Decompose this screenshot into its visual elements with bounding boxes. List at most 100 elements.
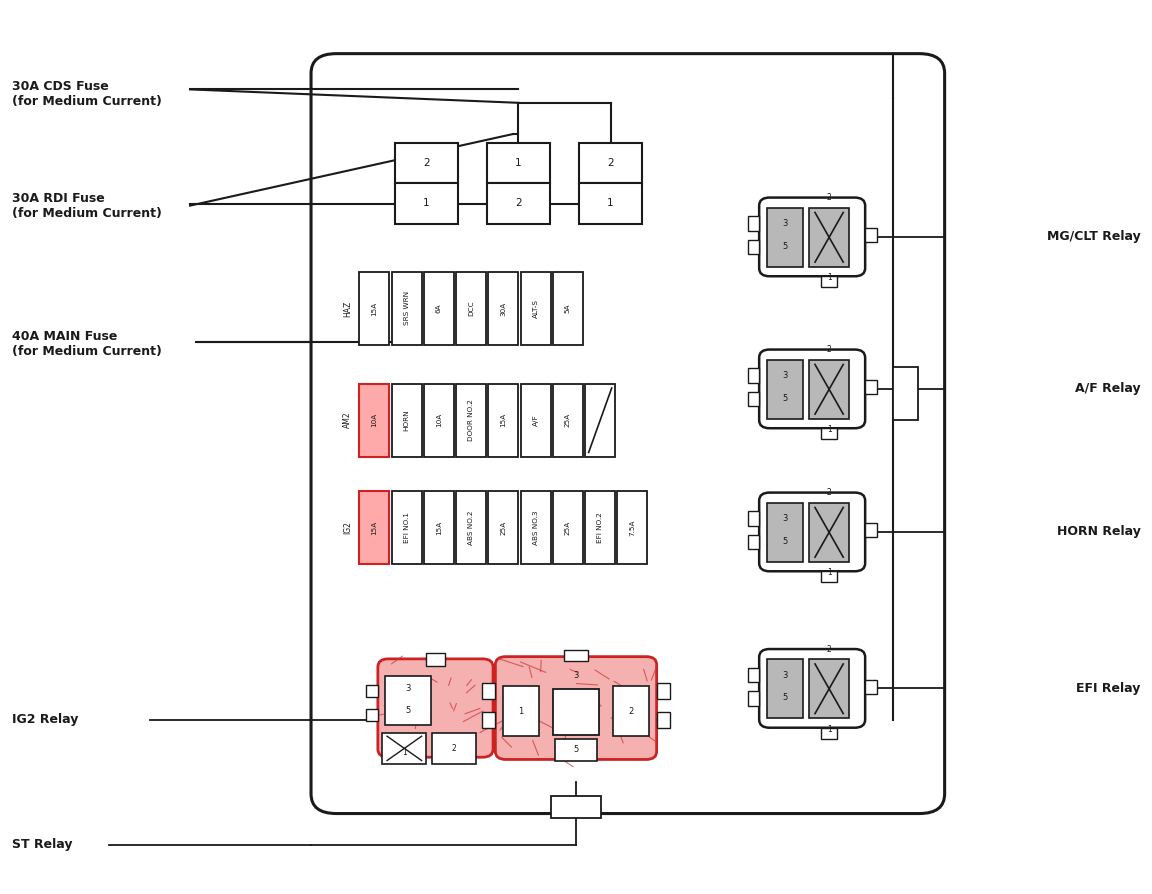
Text: 3: 3 xyxy=(782,371,787,380)
Bar xyxy=(553,491,583,564)
Text: ST Relay: ST Relay xyxy=(12,839,73,851)
Bar xyxy=(366,685,378,697)
Text: 2: 2 xyxy=(827,645,832,654)
Text: 3: 3 xyxy=(782,670,787,679)
Text: 3: 3 xyxy=(574,670,578,679)
Bar xyxy=(553,384,583,457)
Bar xyxy=(748,691,759,705)
FancyBboxPatch shape xyxy=(378,659,493,757)
Text: A/F Relay: A/F Relay xyxy=(1075,383,1140,395)
Text: 1: 1 xyxy=(518,706,524,715)
Bar xyxy=(809,359,849,418)
Bar xyxy=(613,687,649,736)
Bar xyxy=(579,143,643,183)
FancyBboxPatch shape xyxy=(759,350,865,428)
Text: DOOR NO.2: DOOR NO.2 xyxy=(468,400,475,441)
Bar xyxy=(424,384,454,457)
Bar xyxy=(821,276,838,287)
Bar xyxy=(456,272,486,345)
Text: 3: 3 xyxy=(406,685,410,694)
Bar xyxy=(486,143,550,183)
Bar xyxy=(503,687,539,736)
Bar xyxy=(657,683,670,699)
Bar xyxy=(394,143,457,183)
Text: 3: 3 xyxy=(782,219,787,228)
Text: DCC: DCC xyxy=(468,300,475,316)
Bar xyxy=(748,511,759,526)
Text: 1: 1 xyxy=(827,274,832,283)
Bar xyxy=(482,683,495,699)
Bar xyxy=(821,428,838,439)
Bar xyxy=(392,384,422,457)
Bar xyxy=(432,733,476,764)
Text: 2: 2 xyxy=(515,198,522,208)
Bar xyxy=(366,709,378,721)
Text: 5: 5 xyxy=(782,537,787,546)
Bar xyxy=(521,384,551,457)
Text: 5: 5 xyxy=(782,394,787,403)
Text: 15A: 15A xyxy=(371,520,378,535)
Text: IG2: IG2 xyxy=(343,521,353,534)
Text: 2: 2 xyxy=(827,488,832,497)
Bar xyxy=(821,728,838,738)
Bar xyxy=(585,384,615,457)
Text: 1: 1 xyxy=(827,725,832,734)
Bar xyxy=(865,523,877,537)
Bar xyxy=(551,796,601,818)
Bar xyxy=(748,240,759,254)
Text: HORN Relay: HORN Relay xyxy=(1056,526,1140,538)
Bar xyxy=(865,228,877,242)
Bar xyxy=(748,368,759,383)
Bar xyxy=(766,359,803,418)
Text: 5: 5 xyxy=(574,746,578,755)
Text: 1: 1 xyxy=(827,569,832,578)
Text: AM2: AM2 xyxy=(343,412,353,428)
Bar xyxy=(359,272,389,345)
Bar xyxy=(486,183,550,224)
FancyBboxPatch shape xyxy=(759,198,865,276)
Bar xyxy=(553,272,583,345)
Bar xyxy=(579,183,643,224)
Text: 30A RDI Fuse
(for Medium Current): 30A RDI Fuse (for Medium Current) xyxy=(12,191,161,220)
Bar xyxy=(482,712,495,728)
Text: 2: 2 xyxy=(423,158,430,168)
FancyBboxPatch shape xyxy=(759,649,865,728)
FancyBboxPatch shape xyxy=(311,54,945,814)
Text: 15A: 15A xyxy=(435,520,442,535)
Text: 3: 3 xyxy=(782,514,787,523)
Bar xyxy=(748,535,759,549)
Text: 15A: 15A xyxy=(500,413,507,427)
Bar xyxy=(426,653,445,666)
Text: EFI NO.2: EFI NO.2 xyxy=(597,512,604,543)
Bar xyxy=(424,272,454,345)
Text: 2: 2 xyxy=(452,744,456,753)
Text: 30A CDS Fuse
(for Medium Current): 30A CDS Fuse (for Medium Current) xyxy=(12,80,161,108)
Text: 5: 5 xyxy=(782,242,787,251)
Bar xyxy=(521,491,551,564)
Text: 1: 1 xyxy=(423,198,430,208)
Bar xyxy=(521,272,551,345)
Bar xyxy=(893,367,918,420)
Text: 2: 2 xyxy=(827,193,832,202)
Bar xyxy=(382,733,426,764)
Text: HAZ: HAZ xyxy=(343,300,353,316)
Bar xyxy=(424,491,454,564)
Bar xyxy=(392,491,422,564)
Bar xyxy=(865,380,877,394)
Bar xyxy=(766,207,803,266)
Bar xyxy=(456,384,486,457)
FancyBboxPatch shape xyxy=(759,493,865,571)
Text: 2: 2 xyxy=(827,345,832,354)
Text: SRS WRN: SRS WRN xyxy=(403,291,410,325)
Bar xyxy=(657,712,670,728)
Text: ABS NO.2: ABS NO.2 xyxy=(468,510,475,544)
Text: 5A: 5A xyxy=(564,304,571,313)
Bar xyxy=(809,207,849,266)
Bar xyxy=(748,668,759,682)
Text: 40A MAIN Fuse
(for Medium Current): 40A MAIN Fuse (for Medium Current) xyxy=(12,330,161,358)
Bar xyxy=(488,384,518,457)
Bar xyxy=(821,571,838,582)
Bar xyxy=(394,183,457,224)
Bar xyxy=(553,689,599,735)
Text: 15A: 15A xyxy=(371,301,378,316)
